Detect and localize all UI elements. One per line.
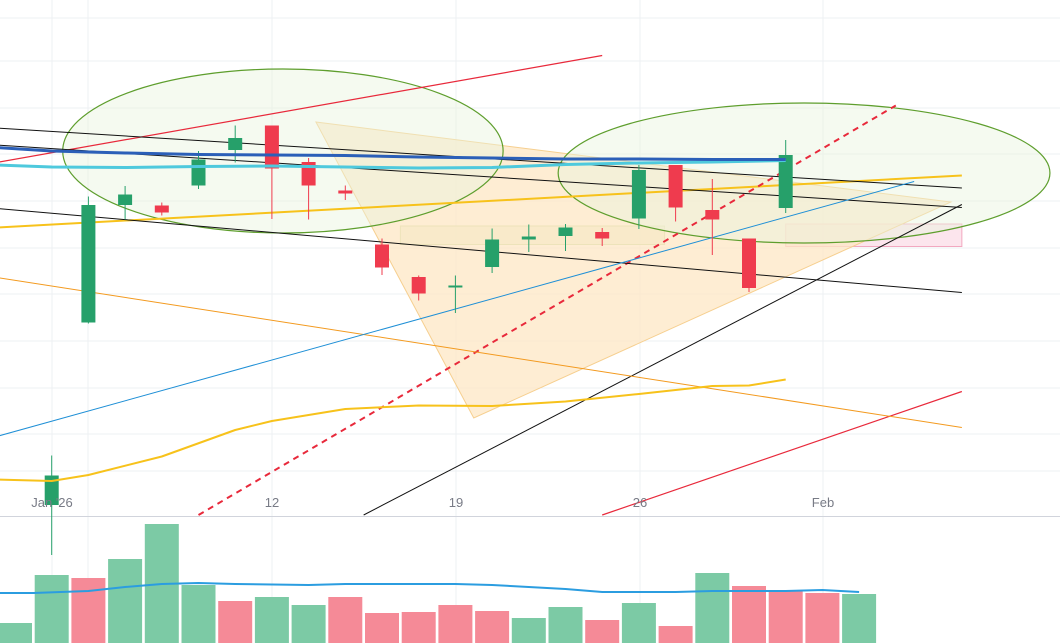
x-axis-tick-labels: Jan '26 12 19 26 Feb: [31, 495, 834, 510]
x-tick-label: 26: [633, 495, 647, 510]
price-candles: [44, 125, 793, 555]
volume-bar: [108, 559, 143, 643]
candle-body: [118, 194, 133, 205]
candle-body: [375, 244, 389, 268]
volume-bar: [658, 626, 693, 643]
volume-bar: [548, 607, 583, 643]
candle-body: [448, 285, 463, 288]
x-tick-label: Jan '26: [31, 495, 73, 510]
volume-bar: [218, 601, 253, 643]
volume-average-line: [0, 581, 860, 594]
candle-body: [521, 236, 536, 240]
candle-body: [668, 165, 683, 208]
volume-bar: [585, 620, 620, 643]
volume-bars: [0, 524, 877, 643]
volume-bar: [254, 597, 289, 643]
trendline-ema-long: [0, 174, 962, 229]
volume-bar: [805, 593, 840, 643]
candle-body: [705, 210, 720, 220]
ellipse-right: [557, 102, 1051, 244]
candle-body: [595, 232, 610, 239]
volume-bar: [34, 575, 69, 643]
candle-body: [264, 125, 279, 169]
trendline-orange: [0, 277, 962, 428]
volume-bar: [71, 578, 106, 643]
candle-body: [154, 205, 169, 213]
volume-ma-line: [0, 581, 860, 594]
volume-bar: [438, 605, 473, 643]
candle-body: [558, 227, 573, 236]
candle-body: [485, 239, 500, 267]
trendline-upper-red: [0, 54, 603, 163]
trendline-lower-red: [602, 390, 963, 516]
x-tick-label: 19: [449, 495, 463, 510]
candle-body: [191, 159, 206, 186]
x-tick-label: Feb: [812, 495, 834, 510]
volume-bar: [0, 623, 32, 643]
candle-body: [742, 238, 756, 288]
volume-bar: [511, 618, 546, 643]
ma-line-sma-fast: [0, 159, 786, 170]
volume-bar: [732, 586, 766, 643]
candle-body: [338, 190, 353, 194]
candle-body: [778, 155, 793, 208]
volume-bar: [365, 613, 399, 643]
ma-line-sma-slow: [0, 146, 786, 161]
trendline-black-lower: [363, 204, 963, 516]
candle-body: [81, 205, 96, 323]
volume-bar: [328, 597, 363, 643]
trendline-black-2: [0, 144, 962, 208]
volume-bar: [181, 585, 216, 643]
moving-average-lines: [0, 146, 786, 482]
volume-bar: [401, 612, 436, 643]
volume-bar: [695, 573, 730, 643]
candle-body: [228, 138, 243, 150]
volume-bar: [621, 603, 656, 643]
volume-bar: [842, 594, 877, 643]
ma-line-ema-short: [0, 378, 786, 482]
candle-body: [44, 475, 59, 505]
volume-bar: [475, 611, 510, 643]
x-tick-label: 12: [265, 495, 279, 510]
ellipse-left: [62, 68, 504, 234]
candle-body: [631, 170, 646, 219]
volume-bar: [768, 590, 803, 643]
candle-body: [411, 277, 426, 294]
trendline-black-3: [0, 208, 962, 293]
volume-bar: [291, 605, 326, 643]
